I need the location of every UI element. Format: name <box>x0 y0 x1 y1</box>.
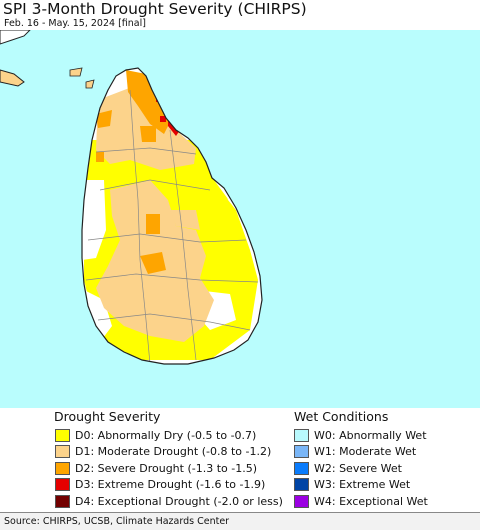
wet-color-swatch <box>294 445 309 458</box>
drought-legend-label: D3: Extreme Drought (-1.6 to -1.9) <box>75 478 266 491</box>
district-borders <box>85 89 259 364</box>
drought-legend-item: D0: Abnormally Dry (-0.5 to -0.7) <box>55 427 256 443</box>
drought-color-swatch <box>55 445 70 458</box>
drought-color-swatch <box>55 461 70 475</box>
wet-color-swatch <box>294 478 309 491</box>
drought-map <box>0 30 263 365</box>
northern-islet-2 <box>85 79 95 89</box>
drought-legend-item: D2: Severe Drought (-1.3 to -1.5) <box>55 460 257 476</box>
india-coast <box>0 30 31 45</box>
map-title: SPI 3-Month Drought Severity (CHIRPS) <box>3 0 307 18</box>
d4-areas <box>156 78 164 90</box>
drought-color-swatch <box>55 494 70 508</box>
source-note: Source: CHIRPS, UCSB, Climate Hazards Ce… <box>0 512 480 530</box>
drought-legend-label: D4: Exceptional Drought (-2.0 or less) <box>75 494 283 508</box>
coastline <box>81 67 263 365</box>
drought-color-swatch <box>55 428 70 442</box>
wet-legend-item: W1: Moderate Wet <box>294 444 416 460</box>
drought-legend-label: D1: Moderate Drought (-0.8 to -1.2) <box>75 445 272 458</box>
wet-legend-label: W1: Moderate Wet <box>314 445 417 458</box>
drought-legend-item: D3: Extreme Drought (-1.6 to -1.9) <box>55 477 265 493</box>
drought-legend-item: D1: Moderate Drought (-0.8 to -1.2) <box>55 444 271 460</box>
map-panel[interactable] <box>0 30 480 408</box>
wet-legend-label: W2: Severe Wet <box>314 461 402 475</box>
wet-legend-item: W4: Exceptional Wet <box>294 493 428 509</box>
wet-legend-item: W0: Abnormally Wet <box>294 427 427 443</box>
d2-areas <box>96 70 170 274</box>
drought-legend-item: D4: Exceptional Drought (-2.0 or less) <box>55 493 283 509</box>
wet-color-swatch <box>294 428 309 442</box>
wet-color-swatch <box>294 494 309 508</box>
wet-legend-item: W2: Severe Wet <box>294 460 402 476</box>
northern-islet <box>69 67 83 77</box>
drought-color-swatch <box>55 478 70 491</box>
wet-legend-label: W0: Abnormally Wet <box>314 428 427 442</box>
drought-legend-heading: Drought Severity <box>54 409 161 424</box>
drought-legend-label: D2: Severe Drought (-1.3 to -1.5) <box>75 461 258 475</box>
wet-legend-item: W3: Extreme Wet <box>294 477 410 493</box>
wet-legend-heading: Wet Conditions <box>294 409 389 424</box>
india-coast-2 <box>0 69 25 87</box>
wet-legend-label: W4: Exceptional Wet <box>314 494 428 508</box>
wet-legend-label: W3: Extreme Wet <box>314 478 411 491</box>
drought-legend-label: D0: Abnormally Dry (-0.5 to -0.7) <box>75 428 257 442</box>
wet-color-swatch <box>294 461 309 475</box>
map-subtitle: Feb. 16 - May. 15, 2024 [final] <box>4 18 146 29</box>
